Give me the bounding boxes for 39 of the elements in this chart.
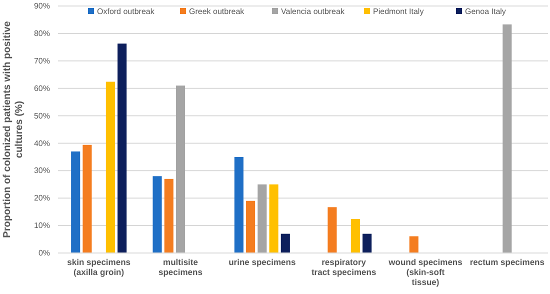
y-tick-label: 80% — [34, 29, 50, 38]
x-tick-label: rectum specimens — [470, 257, 545, 267]
legend-label: Valencia outbreak — [281, 7, 346, 16]
bar — [258, 184, 267, 253]
x-tick-label: multisite specimens — [158, 257, 203, 277]
bar — [350, 218, 360, 253]
legend-label: Piedmont Italy — [373, 7, 424, 16]
bar — [176, 86, 186, 253]
x-tick-label: skin specimens (axilla groin) — [67, 257, 131, 277]
bar — [118, 44, 127, 253]
y-tick-label: 60% — [34, 84, 50, 93]
bar — [328, 207, 337, 253]
legend-label: Genoa Italy — [465, 7, 506, 16]
y-tick-label: 40% — [34, 138, 50, 148]
legend-label: Oxford outbreak — [97, 7, 156, 16]
y-tick-label: 10% — [34, 221, 50, 230]
bar — [246, 200, 256, 253]
y-axis-title: Proportion of colonized patients with positive cultures (%) — [2, 20, 25, 238]
y-tick-label: 20% — [34, 194, 50, 203]
legend-label: Greek outbreak — [189, 7, 246, 16]
x-tick-label: wound specimens (skin-soft tissue) — [388, 257, 463, 287]
bar — [82, 144, 92, 253]
y-tick-label: 0% — [38, 248, 50, 258]
bar — [409, 236, 418, 253]
bar — [71, 151, 80, 253]
bar — [234, 156, 244, 253]
bar — [106, 82, 115, 253]
y-tick-label: 90% — [34, 2, 50, 11]
y-tick-label: 30% — [34, 166, 50, 176]
bar — [280, 234, 290, 253]
y-tick-label: 70% — [34, 56, 50, 66]
x-tick-label: urine specimens — [228, 257, 296, 267]
bar — [164, 178, 174, 253]
y-tick-label: 50% — [34, 111, 50, 120]
bar — [269, 184, 278, 253]
x-tick-label: respiratory tract specimens — [311, 257, 376, 277]
bar — [152, 176, 162, 253]
bar — [362, 234, 372, 253]
bar — [502, 24, 512, 253]
